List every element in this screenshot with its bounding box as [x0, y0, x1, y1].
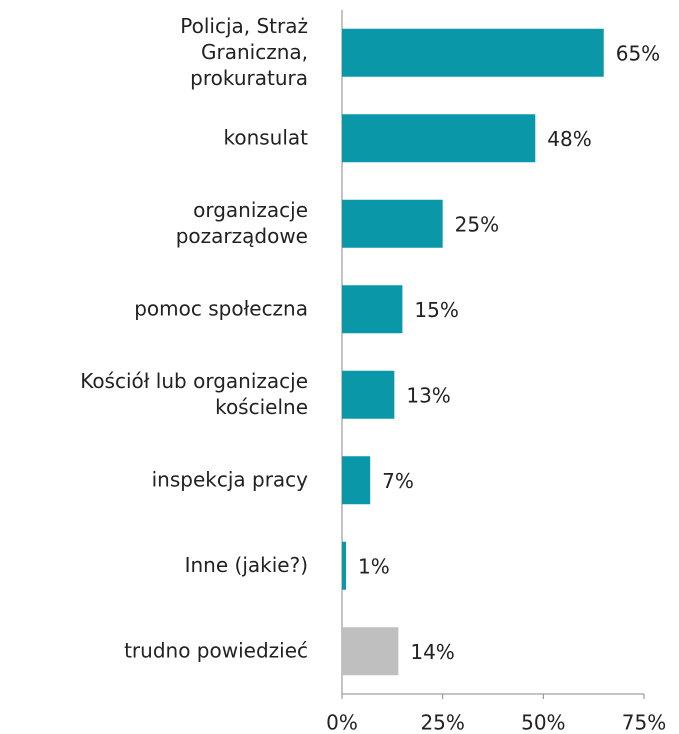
bar — [342, 541, 347, 590]
category-label: trudno powiedzieć — [124, 638, 308, 662]
category-label: Policja, Straż Graniczna, prokuratura — [180, 13, 308, 89]
bar — [342, 114, 536, 163]
value-label: 13% — [406, 383, 450, 407]
category-label: Kościół lub organizacje kościelne — [80, 368, 308, 418]
x-tick-label: 75% — [622, 711, 666, 734]
bar — [342, 28, 604, 77]
bar — [342, 285, 403, 334]
category-label: konsulat — [223, 125, 308, 149]
x-tick-label: 50% — [521, 711, 565, 734]
bar — [342, 627, 399, 676]
category-label: organizacje pozarządowe — [176, 197, 308, 247]
value-label: 7% — [382, 469, 414, 493]
x-tick-label: 0% — [326, 711, 358, 734]
value-label: 48% — [547, 127, 591, 151]
x-tick-label: 25% — [420, 711, 464, 734]
category-label: inspekcja pracy — [152, 467, 309, 491]
value-label: 65% — [616, 41, 660, 65]
bar — [342, 199, 443, 248]
category-label: Inne (jakie?) — [185, 552, 308, 576]
bar — [342, 370, 395, 419]
value-label: 14% — [410, 640, 454, 664]
value-label: 25% — [455, 212, 499, 236]
bar — [342, 456, 371, 505]
category-label: pomoc społeczna — [134, 296, 308, 320]
value-label: 1% — [358, 554, 390, 578]
value-label: 15% — [414, 298, 458, 322]
